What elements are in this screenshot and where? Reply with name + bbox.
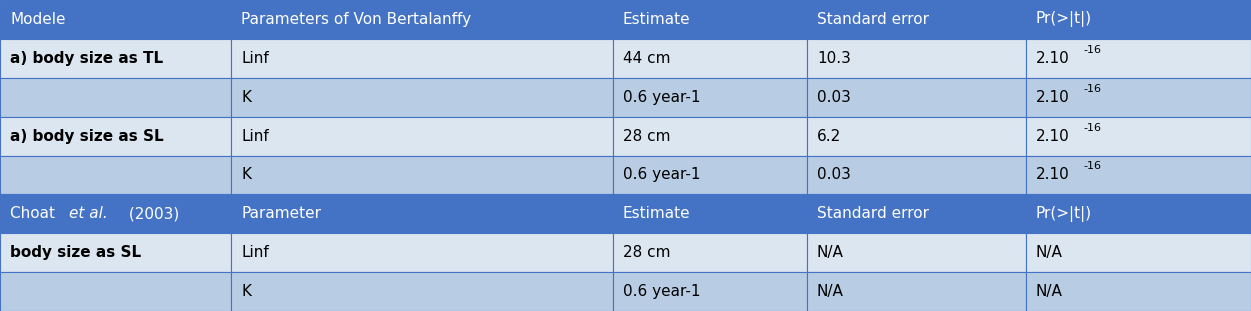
Text: Parameters of Von Bertalanffy: Parameters of Von Bertalanffy — [241, 12, 472, 27]
Bar — [807, 0, 1026, 39]
Text: Estimate: Estimate — [623, 206, 691, 221]
Bar — [1026, 0, 1251, 39]
Bar — [613, 117, 807, 156]
Bar — [1026, 272, 1251, 311]
Text: et al.: et al. — [69, 206, 108, 221]
Text: Estimate: Estimate — [623, 12, 691, 27]
Text: (2003): (2003) — [124, 206, 179, 221]
Bar — [231, 194, 613, 233]
Bar — [613, 194, 807, 233]
Bar — [613, 78, 807, 117]
Text: 2.10: 2.10 — [1036, 128, 1070, 144]
Text: K: K — [241, 167, 251, 183]
Text: 10.3: 10.3 — [817, 51, 851, 66]
Bar — [231, 117, 613, 156]
Text: a) body size as TL: a) body size as TL — [10, 51, 163, 66]
Text: K: K — [241, 90, 251, 105]
Text: Modele: Modele — [10, 12, 65, 27]
Bar — [807, 117, 1026, 156]
Text: 0.03: 0.03 — [817, 90, 851, 105]
Text: N/A: N/A — [817, 245, 843, 260]
Text: Choat: Choat — [10, 206, 60, 221]
Bar — [807, 78, 1026, 117]
Bar — [807, 39, 1026, 78]
Text: Linf: Linf — [241, 128, 269, 144]
Bar — [807, 272, 1026, 311]
Bar — [1026, 78, 1251, 117]
Bar — [1026, 39, 1251, 78]
Bar — [0, 233, 231, 272]
Text: Standard error: Standard error — [817, 206, 929, 221]
Text: Pr(>|t|): Pr(>|t|) — [1036, 12, 1092, 27]
Text: -16: -16 — [1083, 123, 1101, 132]
Text: Standard error: Standard error — [817, 12, 929, 27]
Text: K: K — [241, 284, 251, 299]
Text: Linf: Linf — [241, 51, 269, 66]
Bar — [0, 39, 231, 78]
Text: 2.10: 2.10 — [1036, 51, 1070, 66]
Text: 6.2: 6.2 — [817, 128, 841, 144]
Text: 0.6 year-1: 0.6 year-1 — [623, 167, 701, 183]
Bar — [613, 39, 807, 78]
Bar — [0, 194, 231, 233]
Bar — [613, 0, 807, 39]
Bar — [807, 156, 1026, 194]
Text: N/A: N/A — [817, 284, 843, 299]
Text: Parameter: Parameter — [241, 206, 322, 221]
Text: 2.10: 2.10 — [1036, 167, 1070, 183]
Bar — [231, 233, 613, 272]
Bar — [1026, 156, 1251, 194]
Bar — [1026, 194, 1251, 233]
Text: 44 cm: 44 cm — [623, 51, 671, 66]
Text: 0.03: 0.03 — [817, 167, 851, 183]
Bar — [231, 0, 613, 39]
Bar — [807, 194, 1026, 233]
Bar — [231, 156, 613, 194]
Text: body size as SL: body size as SL — [10, 245, 141, 260]
Bar — [0, 272, 231, 311]
Text: -16: -16 — [1083, 45, 1101, 55]
Bar — [0, 156, 231, 194]
Text: 2.10: 2.10 — [1036, 90, 1070, 105]
Text: 28 cm: 28 cm — [623, 245, 671, 260]
Text: Pr(>|t|): Pr(>|t|) — [1036, 206, 1092, 222]
Bar — [613, 233, 807, 272]
Bar — [231, 272, 613, 311]
Bar — [613, 156, 807, 194]
Bar — [0, 78, 231, 117]
Bar — [613, 272, 807, 311]
Bar — [807, 233, 1026, 272]
Text: a) body size as SL: a) body size as SL — [10, 128, 164, 144]
Bar — [231, 78, 613, 117]
Bar — [231, 39, 613, 78]
Text: 28 cm: 28 cm — [623, 128, 671, 144]
Text: 0.6 year-1: 0.6 year-1 — [623, 284, 701, 299]
Text: -16: -16 — [1083, 161, 1101, 171]
Bar — [1026, 117, 1251, 156]
Bar — [0, 0, 231, 39]
Text: -16: -16 — [1083, 84, 1101, 94]
Bar — [0, 117, 231, 156]
Text: Linf: Linf — [241, 245, 269, 260]
Text: 0.6 year-1: 0.6 year-1 — [623, 90, 701, 105]
Text: N/A: N/A — [1036, 284, 1062, 299]
Bar — [1026, 233, 1251, 272]
Text: N/A: N/A — [1036, 245, 1062, 260]
